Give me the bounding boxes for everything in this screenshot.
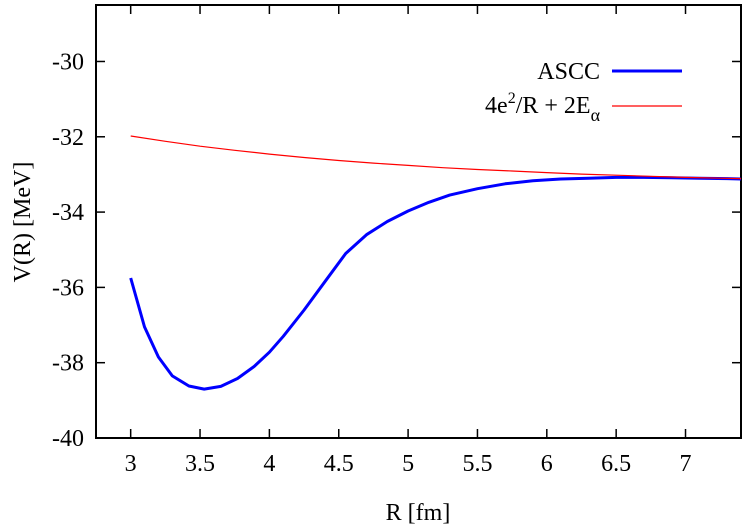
series-layer [129,135,742,391]
legend-label-coulomb-sub: α [591,105,601,125]
legend-label-coulomb: 4e2/R + 2Eα [485,90,601,125]
x-tick-label: 3 [125,451,137,477]
legend-label-coulomb-base: 4e [485,93,508,119]
y-tick-label: -38 [52,351,84,377]
y-axis-label: V(R) [MeV] [10,162,36,283]
y-tick-label: -40 [52,426,84,452]
x-tick-label: 5.5 [462,451,492,477]
legend: ASCC 4e2/R + 2Eα [485,59,682,125]
y-tick-label: -36 [52,275,84,301]
y-tick-label: -32 [52,125,84,151]
x-tick-label: 4.5 [324,451,354,477]
x-tick-label: 5 [402,451,414,477]
legend-label-coulomb-sup: 2 [508,90,516,107]
legend-label-ascc: ASCC [537,59,600,85]
y-tick-label: -30 [52,49,84,75]
x-tick-label: 6.5 [601,451,631,477]
series-line-ascc [129,175,742,391]
x-tick-label: 4 [263,451,275,477]
x-tick-label: 3.5 [185,451,215,477]
x-tick-label: 6 [541,451,553,477]
x-axis-label: R [fm] [386,500,451,526]
axis-ticks: 3 3.5 4 4.5 5 5.5 6 6.5 7 -40 -38 -36 -34 -32 -30 [52,5,741,477]
plot-area-frame [95,4,742,439]
x-tick-label: 7 [680,451,692,477]
legend-label-coulomb-mid: /R + 2E [516,93,591,119]
y-tick-label: -34 [52,200,84,226]
series-line-coulomb [130,135,742,180]
